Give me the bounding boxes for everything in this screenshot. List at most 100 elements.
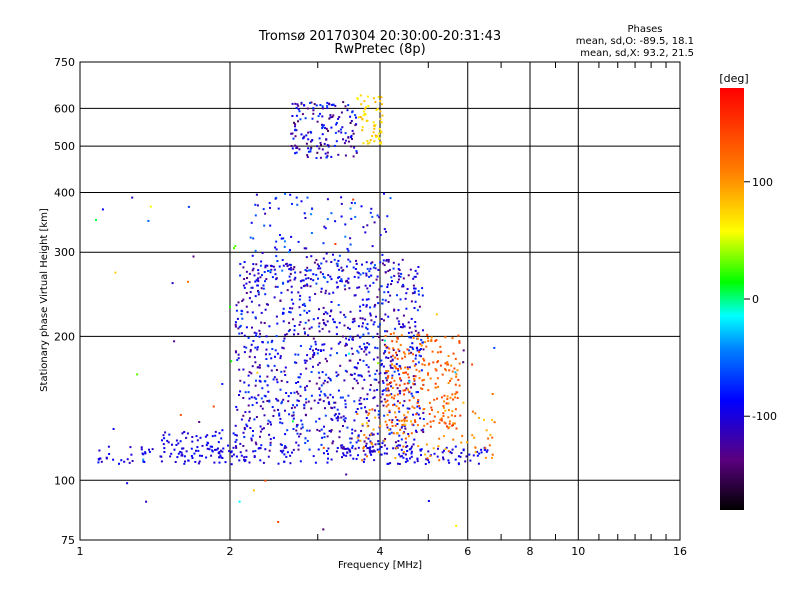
data-point [163, 451, 166, 453]
data-point [97, 461, 100, 464]
data-point [380, 318, 383, 320]
data-point [213, 461, 216, 464]
data-point [271, 406, 274, 408]
data-point [332, 103, 335, 106]
data-point [317, 277, 319, 280]
data-point [373, 124, 376, 127]
data-point [319, 271, 322, 274]
data-point [387, 357, 390, 359]
data-point [376, 135, 379, 138]
data-point [406, 348, 409, 351]
data-point [313, 353, 316, 356]
data-point [395, 405, 398, 408]
data-point [444, 409, 447, 412]
data-point [193, 452, 196, 455]
data-point [410, 331, 413, 334]
data-point [312, 273, 315, 276]
data-point [322, 273, 324, 276]
data-point [320, 350, 322, 352]
data-point [234, 325, 237, 328]
data-point [300, 286, 303, 289]
data-point [323, 343, 326, 346]
data-point [432, 361, 435, 364]
data-point [316, 263, 319, 266]
data-point [379, 323, 381, 326]
data-point [240, 313, 243, 316]
data-point [362, 110, 365, 113]
data-point [403, 382, 406, 385]
data-point [304, 269, 307, 271]
data-point [383, 228, 386, 231]
data-point [400, 455, 403, 458]
data-point [355, 410, 358, 413]
data-point [416, 405, 419, 408]
data-point [252, 237, 255, 240]
data-point [378, 451, 380, 454]
data-point [281, 346, 284, 349]
data-point [222, 447, 225, 450]
data-point [458, 362, 461, 365]
data-point [447, 402, 450, 405]
data-point [170, 452, 173, 455]
data-point [324, 407, 326, 410]
data-point [363, 100, 366, 103]
data-point [406, 373, 409, 376]
data-point [289, 462, 292, 465]
data-point [403, 418, 406, 421]
data-point [308, 448, 311, 451]
data-point [439, 350, 442, 353]
data-point [365, 272, 368, 275]
data-point [316, 145, 318, 148]
data-point [385, 394, 388, 397]
data-point [360, 375, 363, 378]
data-point [187, 205, 190, 208]
data-point [336, 447, 339, 449]
data-point [309, 269, 312, 272]
data-point [364, 346, 366, 349]
data-point [255, 263, 258, 266]
data-point [352, 198, 355, 201]
data-point [363, 440, 366, 443]
data-point [485, 450, 488, 453]
data-point [407, 321, 410, 324]
data-point [332, 253, 334, 256]
data-point [318, 147, 321, 150]
data-point [334, 401, 337, 404]
data-point [290, 407, 293, 410]
data-point [174, 461, 177, 463]
data-point [252, 267, 255, 270]
data-point [275, 315, 278, 318]
data-point [227, 444, 229, 447]
data-point [246, 277, 248, 279]
data-point [265, 303, 268, 306]
y-tick-label: 300 [54, 246, 75, 259]
data-point [453, 422, 456, 425]
data-point [380, 285, 383, 288]
data-point [243, 428, 246, 431]
data-point [338, 436, 341, 439]
data-point [328, 403, 331, 405]
data-point [408, 349, 411, 352]
data-point [387, 403, 390, 406]
data-point [365, 422, 368, 425]
data-point [306, 311, 308, 314]
data-point [312, 318, 315, 321]
data-point [399, 455, 402, 458]
data-point [280, 379, 283, 382]
data-point [342, 452, 345, 455]
data-point [413, 407, 416, 410]
data-point [387, 462, 390, 465]
data-point [242, 368, 245, 371]
data-point [362, 272, 365, 275]
data-point [281, 312, 284, 315]
data-point [185, 450, 188, 453]
data-point [219, 449, 222, 452]
data-point [319, 141, 322, 144]
data-point [297, 240, 300, 243]
data-point [334, 104, 337, 107]
data-point [417, 400, 420, 403]
data-point [175, 444, 178, 446]
data-point [390, 385, 393, 388]
